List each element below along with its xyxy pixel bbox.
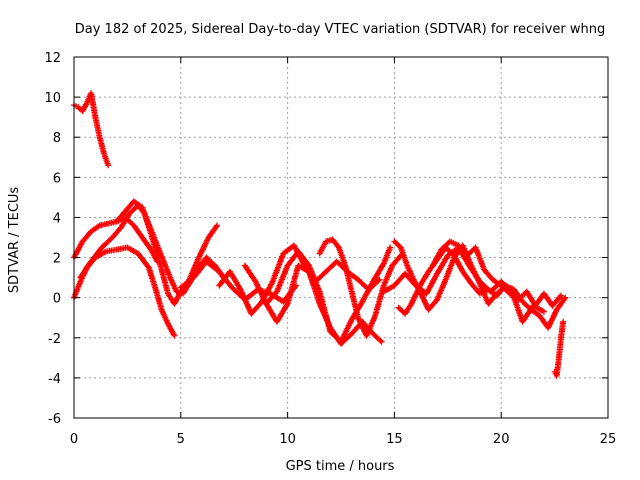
series-sat-a: [71, 90, 112, 169]
chart-title: Day 182 of 2025, Sidereal Day-to-day VTE…: [75, 22, 606, 37]
x-tick-label: 10: [279, 432, 296, 447]
y-tick-label: -4: [48, 372, 61, 387]
data-trail: [552, 320, 566, 378]
series-sat-l: [391, 238, 509, 313]
series-sat-m: [395, 244, 569, 331]
data-marks: [71, 90, 569, 379]
y-tick-label: 10: [44, 91, 61, 106]
x-tick-label: 5: [177, 432, 185, 447]
y-tick-label: 12: [44, 51, 61, 66]
x-tick-label: 20: [493, 432, 510, 447]
x-tick-label: 0: [70, 432, 78, 447]
y-tick-label: 2: [53, 252, 61, 267]
data-trail: [73, 91, 111, 167]
y-tick-label: -6: [48, 412, 61, 427]
series-sat-j: [316, 236, 404, 339]
y-tick-label: 0: [53, 292, 61, 307]
plot-frame: [73, 56, 609, 419]
data-trail: [114, 199, 220, 306]
data-trail: [397, 245, 568, 330]
x-axis-label: GPS time / hours: [286, 459, 395, 474]
y-axis-label: SDTVAR / TECUs: [7, 187, 22, 294]
series-sat-i: [263, 262, 385, 347]
x-tick-label: 25: [600, 432, 617, 447]
data-trail: [71, 215, 160, 264]
series-sat-g: [216, 242, 383, 317]
data-trail: [264, 263, 384, 346]
y-tick-label: 6: [53, 171, 61, 186]
series-sat-o: [551, 318, 567, 379]
y-tick-label: -2: [48, 332, 61, 347]
y-tick-label: 4: [53, 211, 61, 226]
x-tick-label: 15: [386, 432, 403, 447]
data-trail: [430, 239, 563, 308]
tick-layer: 0 5 10 15 20 25 -6 -4 -2 0 2 4 6 8 10 12: [44, 51, 616, 447]
data-trail: [317, 237, 403, 338]
series-sat-n: [429, 238, 565, 309]
y-tick-label: 8: [53, 131, 61, 146]
